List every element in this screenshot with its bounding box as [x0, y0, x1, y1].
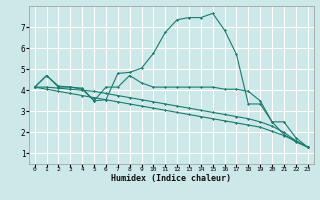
X-axis label: Humidex (Indice chaleur): Humidex (Indice chaleur) [111, 174, 231, 183]
